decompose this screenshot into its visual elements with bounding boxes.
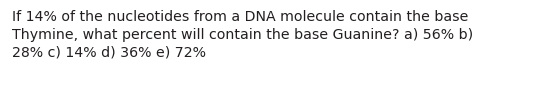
Text: If 14% of the nucleotides from a DNA molecule contain the base: If 14% of the nucleotides from a DNA mol… xyxy=(12,10,468,24)
Text: Thymine, what percent will contain the base Guanine? a) 56% b): Thymine, what percent will contain the b… xyxy=(12,28,473,42)
Text: 28% c) 14% d) 36% e) 72%: 28% c) 14% d) 36% e) 72% xyxy=(12,46,206,60)
